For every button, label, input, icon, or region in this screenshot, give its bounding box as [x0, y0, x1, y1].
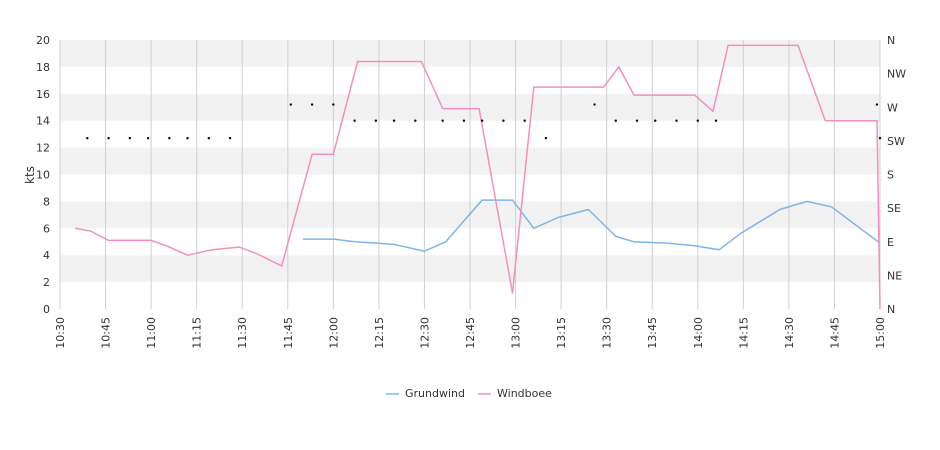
- direction-tick-label: NE: [887, 269, 902, 282]
- y-tick-label: 8: [43, 195, 50, 208]
- legend-label: Windboee: [497, 387, 552, 400]
- direction-point: [374, 119, 378, 122]
- direction-tick-label: N: [887, 34, 895, 47]
- x-tick-label: 12:45: [464, 317, 477, 349]
- y-tick-label: 18: [36, 61, 50, 74]
- y-tick-label: 14: [36, 115, 50, 128]
- direction-point: [228, 136, 232, 140]
- y-tick-label: 20: [36, 34, 50, 47]
- y-tick-label: 4: [43, 249, 50, 262]
- direction-point: [878, 136, 882, 140]
- y-tick-label: 16: [36, 88, 50, 101]
- x-tick-label: 14:30: [783, 317, 796, 349]
- y-tick-label: 6: [43, 222, 50, 235]
- direction-point: [310, 103, 314, 106]
- legend-item-grundwind[interactable]: Grundwind: [386, 387, 465, 400]
- direction-tick-label: SE: [887, 202, 901, 215]
- direction-point: [392, 119, 396, 122]
- direction-point: [107, 136, 110, 140]
- y-tick-label: 0: [43, 303, 50, 316]
- series-line-windboee: [75, 44, 881, 310]
- x-tick-label: 10:30: [54, 317, 67, 349]
- direction-point: [502, 119, 505, 122]
- direction-point: [654, 119, 657, 122]
- x-tick-label: 11:15: [191, 317, 204, 349]
- direction-point: [353, 119, 356, 122]
- x-tick-label: 13:15: [555, 317, 568, 349]
- y-axis-ticks: 0 2 4 6 8 10 12 14 16 18 20: [36, 34, 50, 316]
- x-tick-label: 14:00: [692, 317, 705, 349]
- y-tick-label: 10: [36, 169, 50, 182]
- direction-point: [128, 136, 132, 140]
- direction-point: [635, 119, 639, 122]
- x-tick-label: 14:45: [828, 317, 841, 349]
- x-tick-label: 15:00: [874, 317, 887, 349]
- direction-tick-label: N: [887, 303, 895, 316]
- x-tick-label: 13:30: [601, 317, 614, 349]
- direction-point: [480, 119, 484, 122]
- direction-point: [544, 136, 548, 140]
- direction-point: [86, 136, 89, 140]
- legend-label: Grundwind: [405, 387, 465, 400]
- direction-tick-label: W: [887, 101, 898, 114]
- legend[interactable]: Grundwind Windboee: [386, 387, 552, 400]
- direction-point: [207, 136, 211, 140]
- x-tick-label: 13:00: [510, 317, 523, 349]
- direction-point: [414, 119, 417, 122]
- x-tick-label: 11:45: [282, 317, 295, 349]
- direction-point: [614, 119, 617, 122]
- direction-point: [875, 103, 879, 106]
- direction-point: [523, 119, 526, 122]
- x-tick-label: 11:00: [145, 317, 158, 349]
- legend-item-windboee[interactable]: Windboee: [478, 387, 552, 400]
- series-windrichtung: [86, 103, 882, 140]
- direction-point: [593, 103, 596, 106]
- direction-point: [146, 136, 150, 140]
- x-tick-label: 13:45: [646, 317, 659, 349]
- direction-point: [696, 119, 699, 122]
- x-tick-label: 12:30: [418, 317, 431, 349]
- direction-tick-label: NW: [887, 68, 906, 81]
- series-group: [75, 44, 882, 310]
- direction-tick-label: S: [887, 169, 894, 182]
- y-tick-label: 12: [36, 142, 50, 155]
- series-line-grundwind: [303, 199, 881, 252]
- direction-axis-ticks: N NE E SE S SW W NW N: [887, 34, 906, 316]
- direction-tick-label: SW: [887, 135, 905, 148]
- x-tick-label: 10:45: [100, 317, 113, 349]
- direction-point: [441, 119, 444, 122]
- x-tick-label: 12:15: [373, 317, 386, 349]
- x-tick-label: 12:00: [327, 317, 340, 349]
- direction-point: [714, 119, 718, 122]
- x-axis-ticks: 10:30 10:45 11:00 11:15 11:30 11:45 12:00 12:15…: [54, 317, 887, 349]
- direction-point: [168, 136, 171, 140]
- x-tick-label: 14:15: [737, 317, 750, 349]
- y-tick-label: 2: [43, 276, 50, 289]
- direction-point: [289, 103, 293, 106]
- direction-point: [332, 103, 335, 106]
- direction-tick-label: E: [887, 236, 894, 249]
- y-axis-title: kts: [23, 166, 37, 184]
- direction-point: [462, 119, 466, 122]
- x-tick-label: 11:30: [236, 317, 249, 349]
- direction-point: [675, 119, 678, 122]
- direction-point: [186, 136, 189, 140]
